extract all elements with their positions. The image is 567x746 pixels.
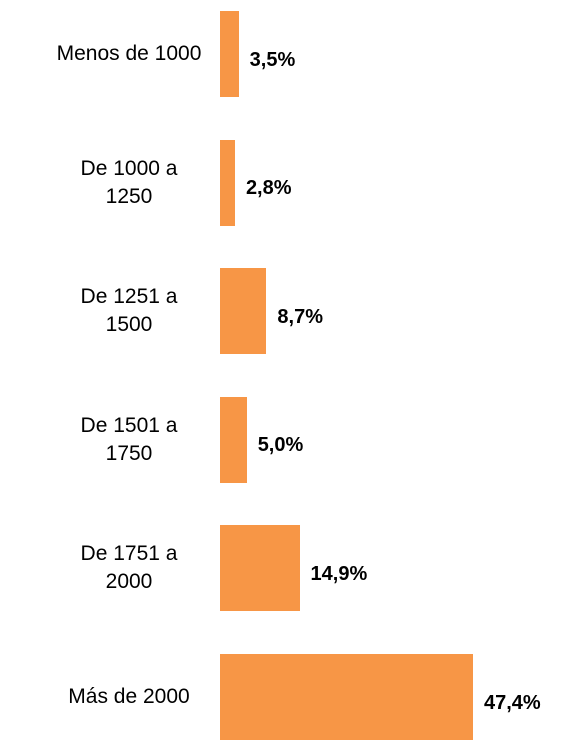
bar xyxy=(220,139,235,226)
value-label: 3,5% xyxy=(249,48,296,71)
value-label: 14,9% xyxy=(310,562,368,585)
category-label: De 1000 a 1250 xyxy=(80,156,178,208)
value-label: 5,0% xyxy=(257,434,304,457)
bar xyxy=(220,396,247,483)
category-label: Menos de 1000 xyxy=(56,42,202,65)
value-label: 47,4% xyxy=(484,691,541,714)
bar xyxy=(220,11,239,97)
bar xyxy=(220,654,473,740)
bar xyxy=(220,525,300,612)
value-label: 2,8% xyxy=(245,177,292,200)
category-label: De 1751 a 2000 xyxy=(80,542,178,594)
category-label: De 1501 a 1750 xyxy=(80,413,178,465)
category-label: Más de 2000 xyxy=(68,685,190,708)
bar xyxy=(220,268,267,355)
category-label: De 1251 a 1500 xyxy=(80,285,178,337)
value-label: 8,7% xyxy=(277,305,324,328)
